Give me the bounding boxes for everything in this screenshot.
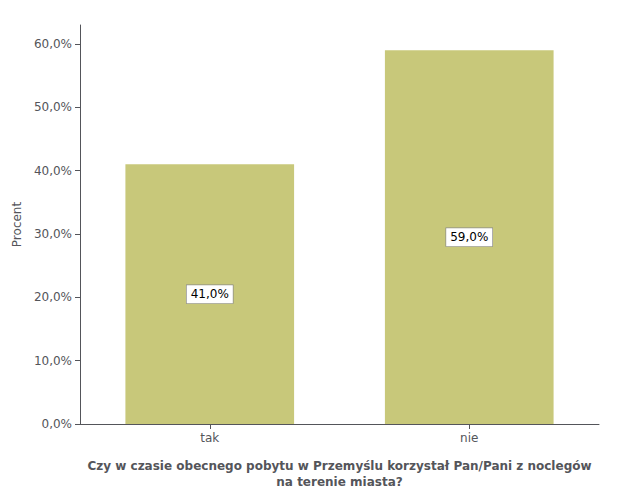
- svg-text:0,0%: 0,0%: [42, 417, 73, 431]
- svg-text:Czy w czasie obecnego pobytu w: Czy w czasie obecnego pobytu w Przemyślu…: [87, 459, 591, 473]
- svg-text:59,0%: 59,0%: [450, 230, 488, 244]
- svg-text:30,0%: 30,0%: [34, 227, 72, 241]
- svg-text:60,0%: 60,0%: [34, 37, 72, 51]
- svg-text:tak: tak: [200, 431, 219, 445]
- svg-text:Procent: Procent: [10, 202, 24, 248]
- svg-text:40,0%: 40,0%: [34, 164, 72, 178]
- svg-text:nie: nie: [460, 431, 478, 445]
- svg-text:10,0%: 10,0%: [34, 354, 72, 368]
- svg-text:41,0%: 41,0%: [191, 287, 229, 301]
- svg-text:50,0%: 50,0%: [34, 100, 72, 114]
- svg-text:20,0%: 20,0%: [34, 290, 72, 304]
- svg-text:na terenie miasta?: na terenie miasta?: [276, 475, 402, 489]
